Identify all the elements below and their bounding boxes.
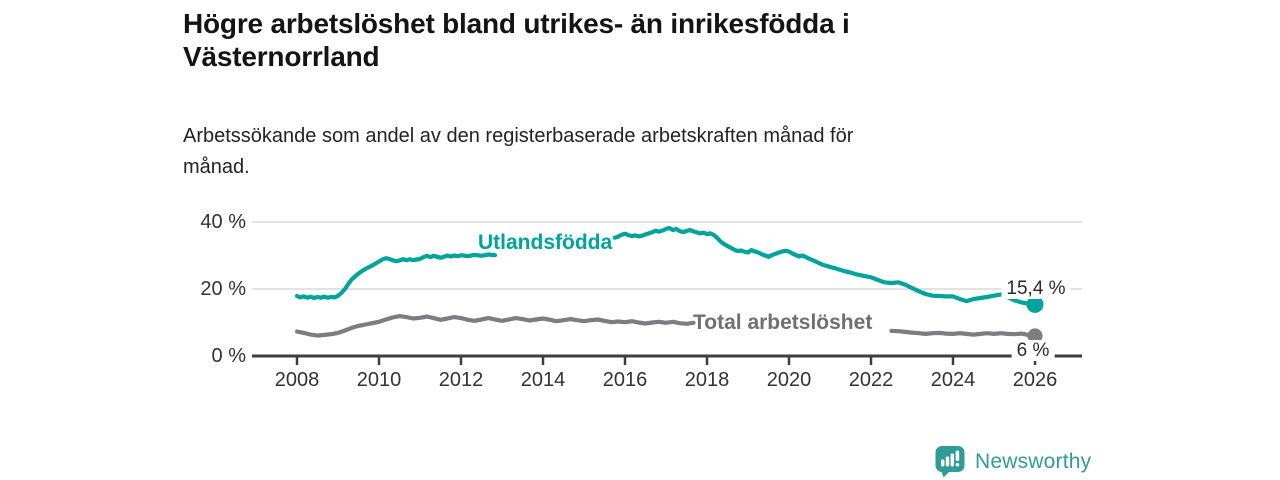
- page-title: Högre arbetslöshet bland utrikes- än inr…: [183, 8, 850, 72]
- series-end-dot-0: [1026, 295, 1044, 313]
- end-value-label-utlandsfodda: 15,4 %: [1001, 278, 1071, 299]
- x-tick-label: 2010: [356, 369, 402, 391]
- x-tick-label: 2018: [684, 369, 730, 391]
- newsworthy-brand: Newsworthy: [935, 445, 1091, 478]
- x-tick-label: 2024: [930, 369, 976, 391]
- bar-chart-speech-bubble-icon: [935, 445, 966, 478]
- series-label-total-arbetsloshet: Total arbetslöshet: [693, 311, 873, 334]
- x-tick-label: 2016: [602, 369, 648, 391]
- x-tick-label: 2026: [1012, 369, 1058, 391]
- x-tick-label: 2020: [766, 369, 812, 391]
- end-value-label-total: 6 %: [1011, 340, 1055, 361]
- x-tick-label: 2012: [438, 369, 484, 391]
- series-line-0: [294, 225, 1038, 307]
- series-line-1: [294, 314, 1038, 338]
- series-end-dot-1: [1027, 328, 1043, 344]
- brand-wordmark: Newsworthy: [975, 449, 1092, 473]
- y-tick-label: 0 %: [211, 345, 246, 367]
- series-label-utlandsfodda: Utlandsfödda: [478, 231, 613, 254]
- x-tick-label: 2008: [274, 369, 320, 391]
- y-tick-label: 20 %: [200, 278, 246, 300]
- x-tick-label: 2014: [520, 369, 566, 391]
- x-tick-label: 2022: [848, 369, 894, 391]
- chart-subtitle: Arbetssökande som andel av den registerb…: [183, 125, 854, 178]
- y-tick-label: 40 %: [200, 211, 246, 233]
